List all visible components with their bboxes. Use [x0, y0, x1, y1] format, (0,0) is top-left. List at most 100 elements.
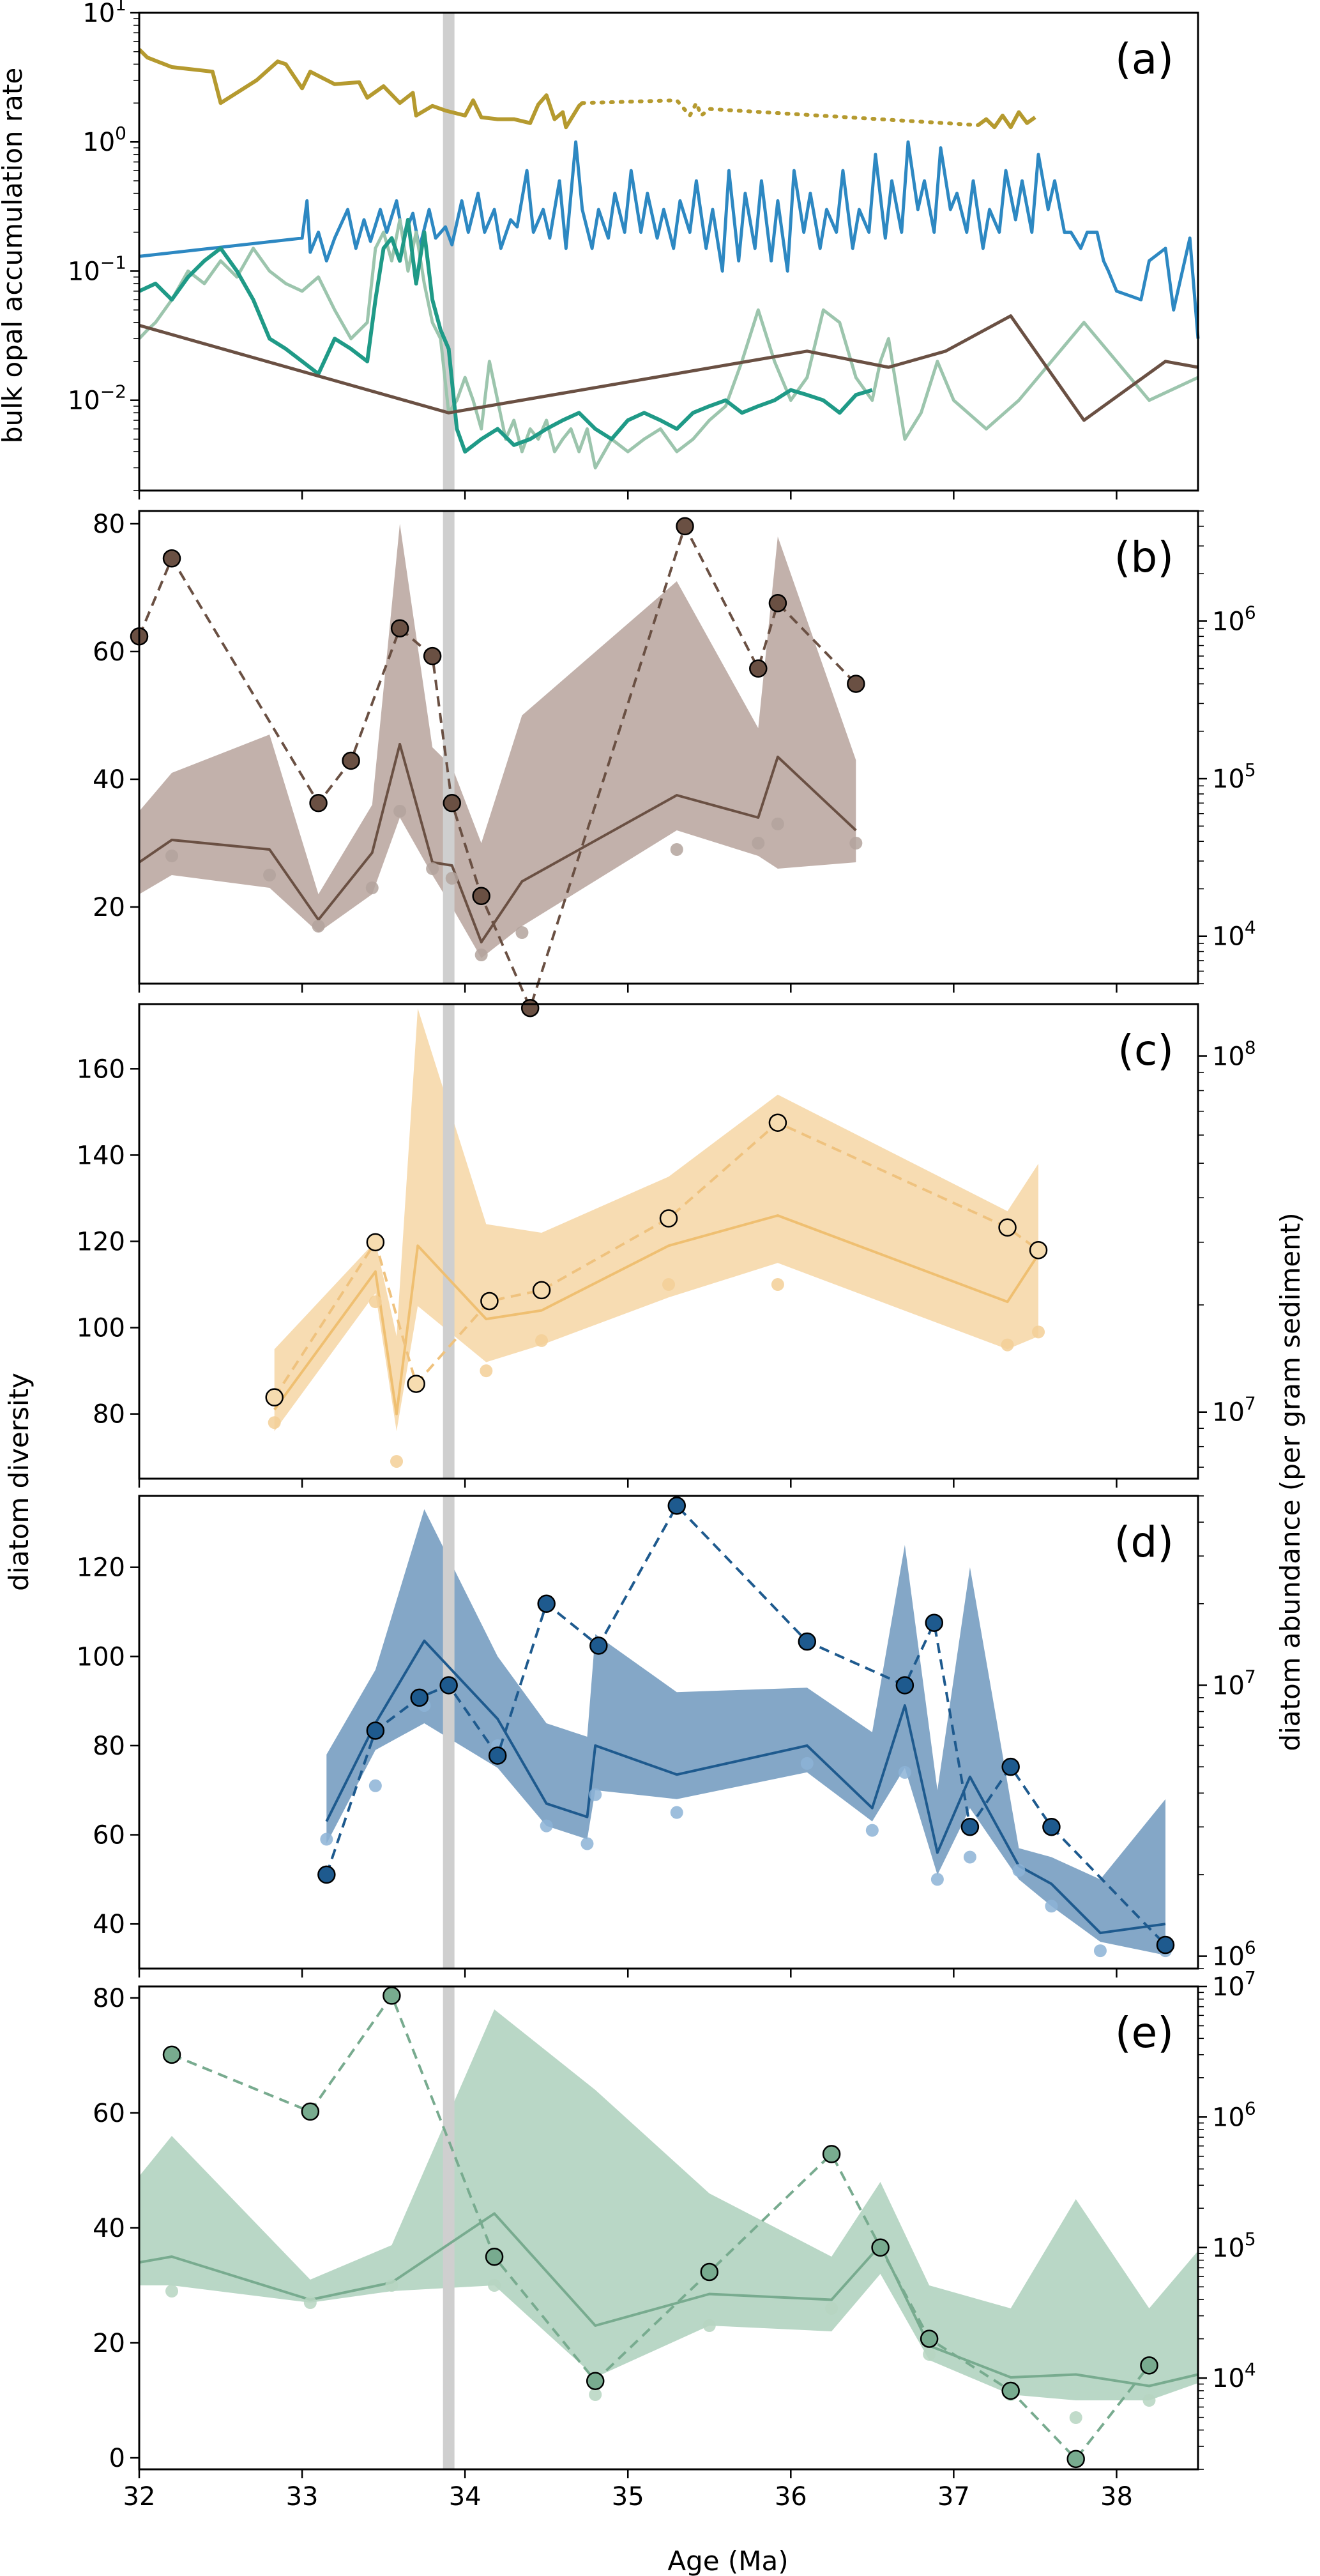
raw-diversity-point-d [1045, 1900, 1058, 1913]
raw-diversity-point-e [1069, 2411, 1082, 2424]
mean-diversity-line-e [139, 2212, 1199, 2388]
y-tick-label-left-d: 80 [93, 1732, 125, 1761]
raw-diversity-point-b [365, 881, 379, 894]
raw-diversity-point-d [865, 1824, 879, 1837]
raw-diversity-point-d [589, 1788, 602, 1801]
frame-a [138, 11, 1199, 492]
raw-diversity-point-d [930, 1873, 944, 1886]
raw-diversity-point-c [1001, 1338, 1014, 1352]
abundance-line-e [171, 1993, 1151, 2461]
raw-diversity-point-c [1032, 1325, 1045, 1339]
y-tick-label-a: 10−1 [68, 252, 126, 286]
y-tick-label-left-b: 60 [93, 637, 125, 667]
abundance-point-e [1140, 2356, 1158, 2375]
y-tick-label-left-b: 80 [93, 510, 125, 539]
panel-label-d: (d) [1114, 1518, 1174, 1567]
raw-diversity-point-c [480, 1364, 493, 1378]
x-tick-label-38: 38 [1100, 2482, 1133, 2511]
y-tick-label-left-b: 40 [93, 765, 125, 795]
y-tick-label-left-e: 0 [109, 2444, 125, 2473]
raw-diversity-point-e [303, 2296, 317, 2309]
y-label-opal: bulk opal accumulation rate [0, 68, 28, 443]
y-tick-label-a: 101 [82, 0, 126, 28]
abundance-point-c [659, 1209, 678, 1228]
y-tick-label-right-e: 107 [1212, 1967, 1256, 2002]
range-band-d [326, 1509, 1165, 1956]
eo-boundary-e [443, 1986, 455, 2469]
y-tick-label-right-b: 104 [1212, 917, 1256, 952]
y-tick-label-left-d: 60 [93, 1821, 125, 1850]
range-band-b [139, 524, 856, 958]
abundance-point-e [485, 2247, 504, 2266]
abundance-point-b [520, 998, 540, 1017]
abundance-line-c [273, 1121, 1040, 1398]
eo-boundary-a [443, 13, 455, 491]
y-tick-label-right-b: 106 [1212, 602, 1256, 636]
y-tick-label-left-e: 60 [93, 2099, 125, 2128]
panel-d: 40 60 80 100 120 106 107 (d) [77, 1495, 1256, 1978]
abundance-point-e [1066, 2450, 1085, 2469]
abundance-point-e [383, 1986, 401, 2005]
x-tick-label-35: 35 [612, 2482, 644, 2511]
abundance-point-c [998, 1218, 1017, 1237]
abundance-point-c [768, 1113, 787, 1132]
raw-diversity-point-d [963, 1850, 976, 1864]
y-tick-label-a: 100 [82, 123, 126, 157]
raw-diversity-point-d [320, 1833, 333, 1846]
abundance-point-e [871, 2238, 890, 2257]
raw-diversity-point-c [390, 1454, 404, 1468]
y-tick-label-left-e: 40 [93, 2214, 125, 2243]
abundance-point-b [749, 659, 768, 678]
raw-diversity-point-c [268, 1416, 281, 1429]
abundance-point-e [586, 2372, 605, 2390]
abundance-point-d [488, 1746, 507, 1765]
mean-diversity-line-d [325, 1639, 1166, 1935]
x-tick-label-37: 37 [937, 2482, 970, 2511]
abundance-point-d [1001, 1757, 1020, 1776]
raw-diversity-point-b [515, 926, 529, 939]
abundance-point-c [265, 1388, 284, 1406]
y-tick-label-left-d: 100 [77, 1642, 125, 1672]
abundance-point-b [390, 619, 409, 637]
abundance-point-d [960, 1817, 980, 1836]
abundance-point-d [895, 1676, 914, 1695]
abundance-point-b [472, 887, 490, 906]
y-tick-label-right-c: 107 [1212, 1393, 1256, 1428]
series-gold [976, 110, 1036, 130]
raw-diversity-point-b [670, 843, 683, 856]
raw-diversity-point-d [1012, 1864, 1026, 1877]
raw-diversity-point-d [580, 1837, 594, 1850]
panel-label-e: (e) [1115, 2008, 1174, 2057]
raw-diversity-point-b [165, 850, 179, 862]
mean-diversity-line-c [273, 1214, 1040, 1415]
y-tick-label-left-c: 80 [93, 1400, 125, 1429]
raw-diversity-point-e [165, 2285, 179, 2298]
raw-diversity-point-c [662, 1278, 675, 1292]
abundance-point-d [317, 1865, 336, 1884]
panel-label-b: (b) [1114, 533, 1174, 582]
abundance-point-e [1001, 2381, 1020, 2400]
panel-a: 10−2 10−1 100 101 (a) [68, 0, 1200, 499]
abundance-point-e [162, 2045, 181, 2064]
y-tick-label-right-b: 105 [1212, 759, 1256, 794]
raw-diversity-point-b [426, 862, 439, 875]
abundance-line-d [325, 1504, 1167, 1946]
raw-diversity-point-d [898, 1765, 911, 1779]
range-band-c [274, 1008, 1039, 1431]
raw-diversity-point-b [752, 837, 765, 850]
y-label-abundance: diatom abundance (per gram sediment) [1275, 1212, 1306, 1751]
raw-diversity-point-d [1093, 1944, 1107, 1958]
y-tick-label-left-d: 40 [93, 1910, 125, 1939]
abundance-point-d [1156, 1935, 1175, 1955]
raw-diversity-point-c [368, 1295, 382, 1309]
raw-diversity-point-b [312, 920, 325, 933]
raw-diversity-point-b [393, 805, 407, 818]
panel-label-c: (c) [1118, 1026, 1174, 1075]
raw-diversity-point-c [771, 1278, 784, 1292]
abundance-point-c [407, 1375, 425, 1393]
y-tick-label-right-e: 105 [1212, 2229, 1256, 2263]
abundance-point-d [410, 1688, 429, 1707]
abundance-point-e [700, 2262, 719, 2282]
raw-diversity-point-e [825, 2302, 838, 2315]
